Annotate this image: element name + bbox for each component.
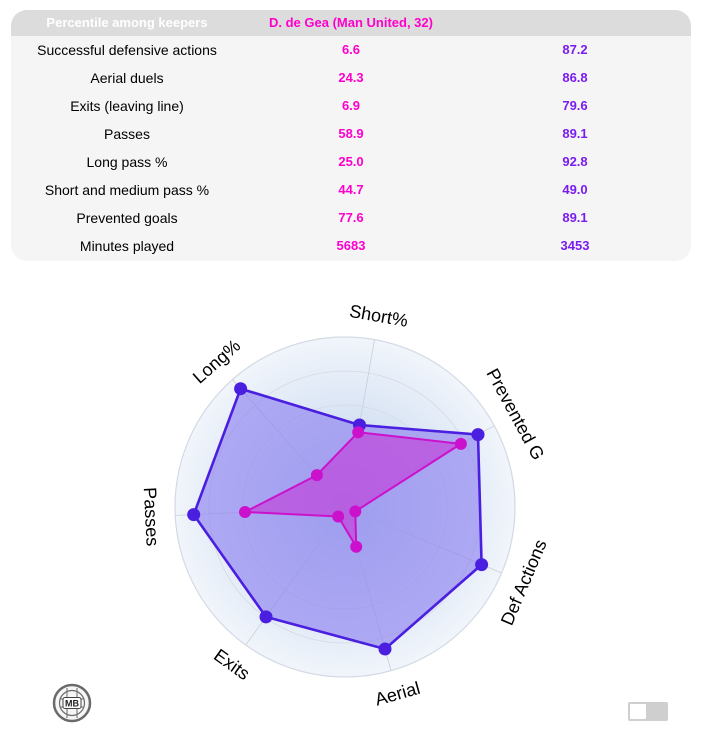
axis-label: Short% (348, 301, 410, 331)
metric-cell: Passes (104, 126, 150, 142)
table-header: Percentile among keepers D. de Gea (Man … (11, 10, 691, 36)
table-row: Aerial duels 24.3 86.8 (11, 64, 691, 92)
player1-value: 24.3 (338, 70, 364, 85)
grid-ring (174, 336, 516, 678)
table-row: Short and medium pass % 44.7 49.0 (11, 176, 691, 204)
player1-value: 44.7 (338, 182, 364, 197)
player1-value: 25.0 (338, 154, 364, 169)
player2-value: 3453 (560, 238, 590, 253)
table-body: Successful defensive actions 6.6 87.2 Aeria… (11, 36, 691, 260)
data-point (332, 510, 345, 523)
axis-label: Aerial (373, 678, 423, 710)
player1-value: 77.6 (338, 210, 364, 225)
data-point (352, 426, 365, 439)
metric-cell: Successful defensive actions (37, 42, 217, 58)
stats-table: Percentile among keepers D. de Gea (Man … (11, 10, 691, 261)
table-row: Passes 58.9 89.1 (11, 120, 691, 148)
data-point (239, 506, 251, 518)
player2-value: 49.0 (562, 182, 588, 197)
metric-cell: Aerial duels (90, 70, 164, 86)
metric-cell: Exits (leaving line) (70, 98, 184, 114)
data-point (259, 610, 273, 624)
toggle-knob[interactable] (630, 704, 646, 719)
metric-cell: Minutes played (79, 238, 175, 254)
table-row: Prevented goals 77.6 89.1 (11, 204, 691, 232)
player1-value: 6.9 (341, 98, 361, 113)
player1-value: 6.6 (341, 42, 361, 57)
data-point (350, 540, 363, 553)
player2-value: 89.1 (562, 126, 588, 141)
data-point (471, 428, 485, 442)
player1-value: 5683 (336, 238, 366, 253)
radar-chart: Def ActionsAerialExitsPassesLong%Short%P… (140, 301, 551, 710)
data-point (454, 437, 467, 450)
table-row: Long pass % 25.0 92.8 (11, 148, 691, 176)
player1-value: 58.9 (338, 126, 364, 141)
player2-value: 86.8 (562, 70, 588, 85)
data-point (187, 508, 201, 522)
metric-cell: Long pass % (86, 154, 168, 170)
table-row: Exits (leaving line) 6.9 79.6 (11, 92, 691, 120)
player2-value: 87.2 (562, 42, 588, 57)
player2-value: 79.6 (562, 98, 588, 113)
data-point (234, 382, 248, 396)
mb-logo-icon: MB (52, 683, 92, 723)
player2-value: 89.1 (562, 210, 588, 225)
axis-label: Exits (210, 645, 253, 684)
player2-value: 92.8 (562, 154, 588, 169)
data-point (378, 642, 392, 656)
data-point (349, 505, 362, 518)
header-player1: D. de Gea (Man United, 32) (269, 15, 433, 30)
metric-cell: Short and medium pass % (44, 182, 210, 198)
header-metric: Percentile among keepers (46, 15, 208, 30)
svg-text:MB: MB (65, 699, 79, 709)
display-toggle[interactable] (628, 702, 668, 721)
table-row: Successful defensive actions 6.6 87.2 (11, 36, 691, 64)
data-point (310, 469, 323, 482)
table-row: Minutes played 5683 3453 (11, 232, 691, 260)
axis-label: Passes (140, 487, 163, 547)
metric-cell: Prevented goals (76, 210, 178, 226)
data-point (475, 558, 489, 572)
